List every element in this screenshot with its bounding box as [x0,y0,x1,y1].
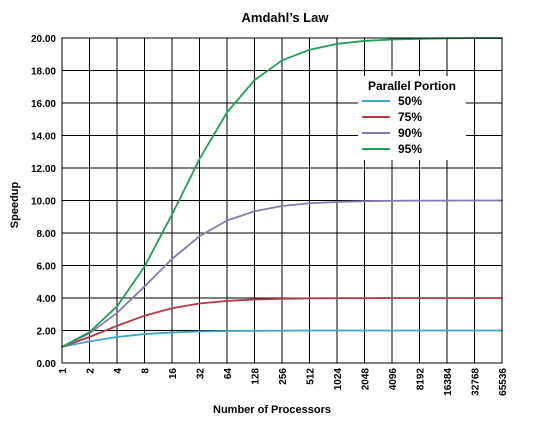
y-tick-label: 6.00 [37,262,57,273]
y-tick-label: 12.00 [31,164,56,175]
y-tick-label: 8.00 [37,229,57,240]
plot-frame [61,37,503,364]
chart-title: Amdahl’s Law [242,10,330,25]
x-tick-label: 16384 [443,368,454,396]
legend-entry-label: 95% [398,142,422,156]
x-tick-label: 16 [168,368,179,380]
y-tick-label: 16.00 [31,99,56,110]
legend-entry-label: 75% [398,110,422,124]
y-tick-label: 0.00 [37,359,57,370]
x-tick-label: 2 [86,368,97,374]
legend-entry-label: 50% [398,94,422,108]
x-tick-label: 4096 [388,368,399,391]
x-tick-label: 4 [113,368,124,374]
y-tick-label: 18.00 [31,67,56,78]
x-tick-label: 8192 [416,368,427,391]
series-line-90pct [61,199,503,348]
y-axis-label: Speedup [9,181,21,228]
series-layer [61,37,503,348]
x-axis-label: Number of Processors [213,404,331,416]
series-line-75pct [61,297,503,348]
x-tick-label: 1024 [333,368,344,391]
x-tick-label: 32 [196,368,207,380]
y-tick-label: 4.00 [37,294,57,305]
x-tick-label: 64 [223,368,234,380]
x-tick-label: 256 [278,368,289,385]
x-tick-label: 65536 [498,368,509,396]
x-tick-label: 1 [58,368,69,374]
series-line-95pct [61,37,503,348]
y-tick-label: 20.00 [31,34,56,45]
y-tick-label: 14.00 [31,132,56,143]
x-tick-label: 128 [251,368,262,385]
legend-entry-label: 90% [398,126,422,140]
x-tick-label: 512 [306,368,317,385]
x-tick-label: 2048 [361,368,372,391]
x-tick-label: 32768 [471,368,482,396]
y-tick-label: 10.00 [31,197,56,208]
legend-title: Parallel Portion [368,79,456,93]
tick-label-layer: 0.00 2.00 4.00 6.00 8.00 10.00 12.00 14.00 16.00… [31,34,509,396]
x-tick-label: 8 [141,368,152,374]
y-tick-label: 2.00 [37,327,57,338]
legend: Parallel Portion 50% 75% 90% 95% [358,76,466,160]
series-line-50pct [61,329,503,348]
